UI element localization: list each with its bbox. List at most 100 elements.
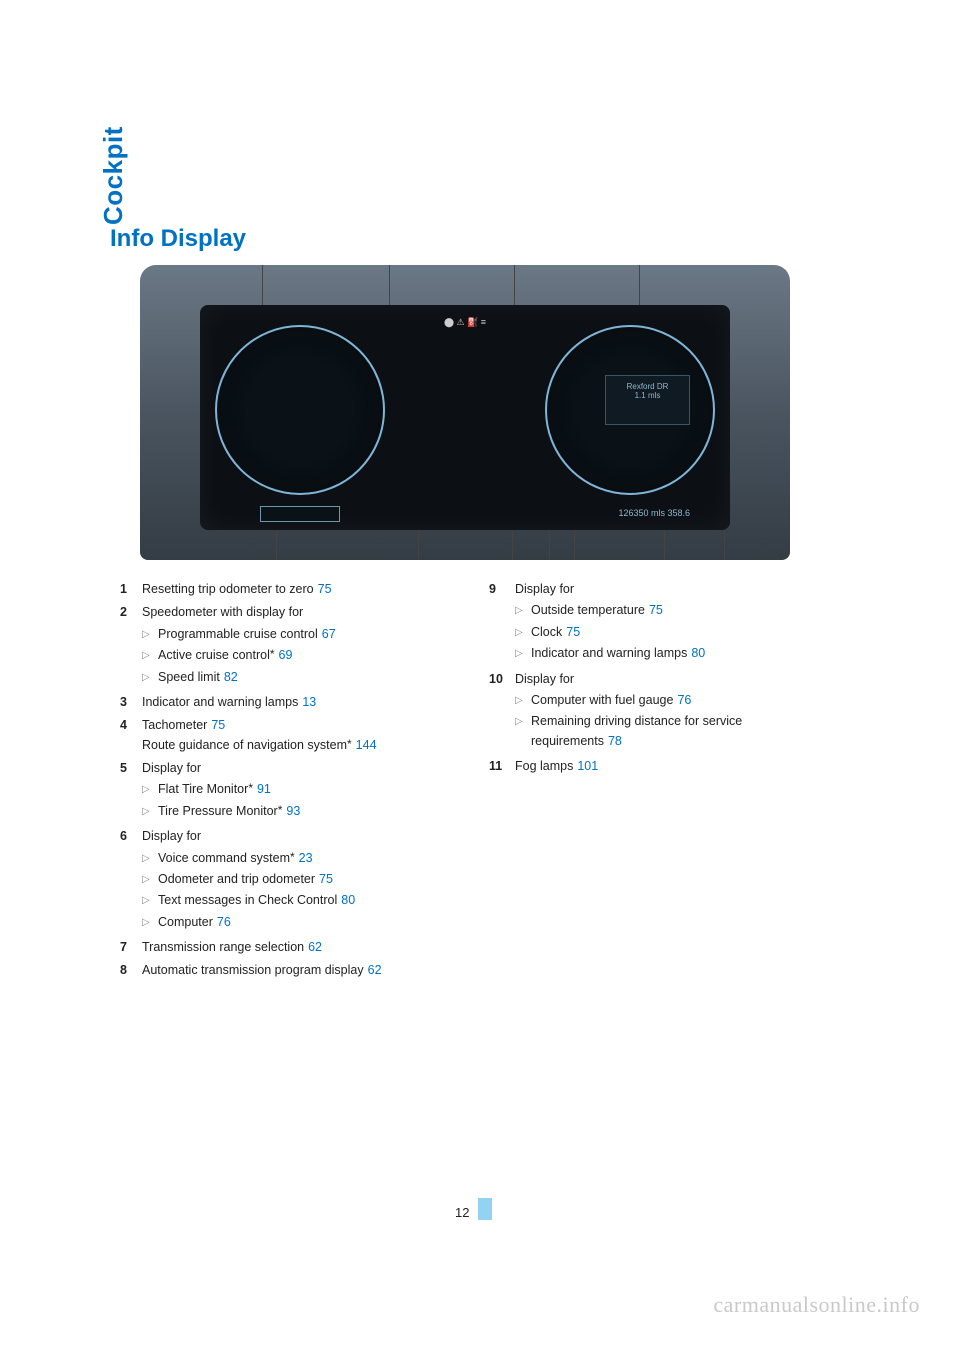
triangle-icon: ▷ — [142, 625, 158, 644]
item-text: Speedometer with display for — [142, 605, 303, 619]
list-item: 2Speedometer with display for▷Programmab… — [120, 603, 461, 689]
speedometer-gauge — [215, 325, 385, 495]
list-item: 8Automatic transmission program display6… — [120, 961, 461, 980]
star-icon: * — [248, 781, 253, 795]
page-ref[interactable]: 82 — [224, 670, 238, 684]
page-tab — [478, 1198, 492, 1220]
item-text: Fog lamps — [515, 759, 573, 773]
page-ref[interactable]: 75 — [318, 582, 332, 596]
item-number: 8 — [120, 961, 142, 980]
page-ref[interactable]: 13 — [302, 695, 316, 709]
item-text: Display for — [515, 582, 574, 596]
sub-text: Indicator and warning lamps — [531, 646, 687, 660]
page-ref[interactable]: 75 — [211, 718, 225, 732]
page-ref[interactable]: 62 — [308, 940, 322, 954]
sub-item: ▷Speed limit 82 — [142, 668, 461, 687]
sub-item: ▷Odometer and trip odometer 75 — [142, 870, 461, 889]
fuel-gauge — [260, 506, 340, 522]
heading-info-display: Info Display — [110, 225, 830, 253]
triangle-icon: ▷ — [515, 623, 531, 642]
item-number: 4 — [120, 716, 142, 755]
page-content: Info Display 1 2 3 4 ⬤ ⚠ ⛽ ≡ Rexford DR … — [110, 225, 830, 985]
sub-item: ▷Voice command system*23 — [142, 849, 461, 868]
page-ref[interactable]: 93 — [286, 804, 300, 818]
list-item: 1Resetting trip odometer to zero 75 — [120, 580, 461, 599]
sub-item: ▷Outside temperature75 — [515, 601, 830, 620]
triangle-icon: ▷ — [515, 691, 531, 710]
list-item: 6Display for▷Voice command system*23▷Odo… — [120, 827, 461, 934]
sub-item: ▷Flat Tire Monitor*91 — [142, 780, 461, 799]
list-item: 11Fog lamps101 — [489, 757, 830, 776]
triangle-icon: ▷ — [142, 849, 158, 868]
page-ref[interactable]: 67 — [322, 627, 336, 641]
page-ref[interactable]: 69 — [279, 648, 293, 662]
cluster-image: 1 2 3 4 ⬤ ⚠ ⛽ ≡ Rexford DR 1.1 mls 12635… — [140, 265, 790, 560]
star-icon: * — [278, 803, 283, 817]
page-ref[interactable]: 75 — [566, 625, 580, 639]
item-text: Resetting trip odometer to zero — [142, 582, 314, 596]
item-number: 6 — [120, 827, 142, 934]
page-ref[interactable]: 75 — [649, 603, 663, 617]
sub-text: Odometer and trip odometer — [158, 872, 315, 886]
item-number: 3 — [120, 693, 142, 712]
sub-item: ▷Clock75 — [515, 623, 830, 642]
sub-text: Tire Pressure Monitor — [158, 804, 278, 818]
page-ref[interactable]: 62 — [368, 963, 382, 977]
nav-street: Rexford DR — [606, 382, 689, 391]
triangle-icon: ▷ — [142, 668, 158, 687]
triangle-icon: ▷ — [515, 601, 531, 620]
triangle-icon: ▷ — [142, 891, 158, 910]
legend-col-left: 1Resetting trip odometer to zero752Speed… — [120, 576, 461, 985]
page-ref[interactable]: 91 — [257, 782, 271, 796]
item-number: 9 — [489, 580, 515, 666]
sub-text: Programmable cruise control — [158, 627, 318, 641]
star-icon: * — [270, 647, 275, 661]
list-item: 7Transmission range selection 62 — [120, 938, 461, 957]
item-number: 2 — [120, 603, 142, 689]
page-ref[interactable]: 101 — [577, 759, 598, 773]
list-item: 9Display for ▷Outside temperature75 ▷Clock… — [489, 580, 830, 666]
page-ref[interactable]: 76 — [677, 693, 691, 707]
star-icon: * — [290, 850, 295, 864]
item-text: Indicator and warning lamps — [142, 695, 298, 709]
item-text: Transmission range selection — [142, 940, 304, 954]
item-number: 5 — [120, 759, 142, 823]
page-ref[interactable]: 75 — [319, 872, 333, 886]
item-text: Display for — [142, 829, 201, 843]
list-item: 3Indicator and warning lamps 13 — [120, 693, 461, 712]
sub-item: ▷Tire Pressure Monitor*93 — [142, 802, 461, 821]
triangle-icon: ▷ — [142, 870, 158, 889]
triangle-icon: ▷ — [515, 712, 531, 751]
star-icon: * — [347, 737, 352, 751]
footer-brand: carmanualsonline.info — [713, 1292, 920, 1318]
sub-text: Speed limit — [158, 670, 220, 684]
sub-item: ▷Computer with fuel gauge76 — [515, 691, 830, 710]
page-ref[interactable]: 23 — [299, 851, 313, 865]
list-item: 10Display for▷Computer with fuel gauge76… — [489, 670, 830, 754]
sub-item: ▷Indicator and warning lamps80 — [515, 644, 830, 663]
page-ref[interactable]: 144 — [356, 738, 377, 752]
list-item: 4Tachometer 75 Route guidance of navigatio… — [120, 716, 461, 755]
item-text: Tachometer — [142, 718, 207, 732]
sub-text: Active cruise control — [158, 648, 270, 662]
item-extra: Route guidance of navigation system* — [142, 737, 352, 752]
sub-item: ▷Computer76 — [142, 913, 461, 932]
item-number: 1 — [120, 580, 142, 599]
item-number: 7 — [120, 938, 142, 957]
list-item: 5Display for▷Flat Tire Monitor*91▷Tire P… — [120, 759, 461, 823]
triangle-icon: ▷ — [142, 802, 158, 821]
sub-item: ▷Remaining driving distance for service … — [515, 712, 830, 751]
page-ref[interactable]: 80 — [341, 893, 355, 907]
odometer-readout: 126350 mls 358.6 — [618, 508, 690, 518]
triangle-icon: ▷ — [142, 913, 158, 932]
nav-dist: 1.1 — [635, 391, 646, 400]
triangle-icon: ▷ — [142, 780, 158, 799]
side-title: Cockpit — [98, 126, 129, 225]
sub-text: Remaining driving distance for service r… — [531, 714, 742, 747]
sub-item: ▷Active cruise control* 69 — [142, 646, 461, 665]
page-ref[interactable]: 80 — [691, 646, 705, 660]
page-ref[interactable]: 76 — [217, 915, 231, 929]
page-number: 12 — [455, 1205, 469, 1220]
triangle-icon: ▷ — [142, 646, 158, 665]
page-ref[interactable]: 78 — [608, 734, 622, 748]
